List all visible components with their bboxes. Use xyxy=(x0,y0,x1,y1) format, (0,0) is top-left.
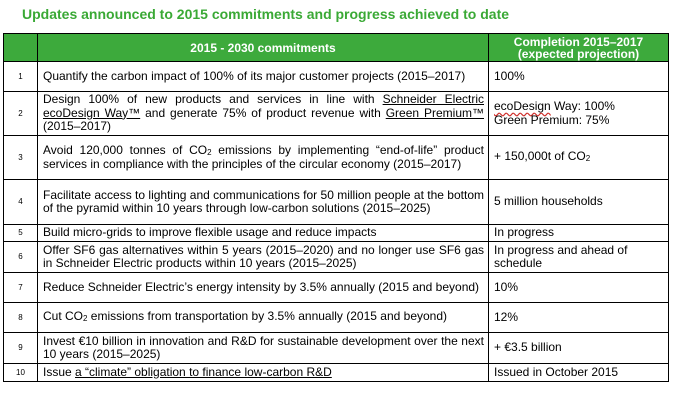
ecodesign-way-link[interactable]: Schneider Electric ecoDesign Way™ xyxy=(43,92,484,120)
table-row: 4 Facilitate access to lighting and comm… xyxy=(3,179,669,225)
table-row: 5 Build micro-grids to improve flexible … xyxy=(3,224,669,242)
row-number: 10 xyxy=(3,363,38,382)
table-row: 1 Quantify the carbon impact of 100% of … xyxy=(3,61,669,92)
commitment-text: Build micro-grids to improve flexible us… xyxy=(37,224,489,242)
commitment-text: Issue a “climate” obligation to finance … xyxy=(37,363,489,382)
header-commitments: 2015 - 2030 commitments xyxy=(37,33,489,62)
completion-text: 12% xyxy=(488,302,669,333)
table-row: 6 Offer SF6 gas alternatives within 5 ye… xyxy=(3,241,669,273)
completion-text: + 150,000t of CO2 xyxy=(488,135,669,180)
completion-text: + €3.5 billion xyxy=(488,332,669,364)
commitment-text: Design 100% of new products and services… xyxy=(37,91,489,136)
table-row: 10 Issue a “climate” obligation to finan… xyxy=(3,363,669,382)
header-completion-line1: Completion 2015–2017 xyxy=(513,34,644,49)
table-row: 7 Reduce Schneider Electric’s energy int… xyxy=(3,272,669,303)
climate-obligation-link[interactable]: a “climate” obligation to finance low-ca… xyxy=(75,364,332,379)
commitment-text: Cut CO2 emissions from transportation by… xyxy=(37,302,489,333)
page-title: Updates announced to 2015 commitments an… xyxy=(22,6,510,22)
header-completion: Completion 2015–2017 (expected projectio… xyxy=(488,33,669,62)
green-premium-link[interactable]: Green Premium™ xyxy=(385,105,484,120)
table-row: 8 Cut CO2 emissions from transportation … xyxy=(3,302,669,333)
header-number xyxy=(3,33,38,62)
completion-text: 10% xyxy=(488,272,669,303)
row-number: 1 xyxy=(3,61,38,92)
commitment-text: Quantify the carbon impact of 100% of it… xyxy=(37,61,489,92)
completion-text: 5 million households xyxy=(488,179,669,225)
completion-text: 100% xyxy=(488,61,669,92)
table-row: 3 Avoid 120,000 tonnes of CO2 emissions … xyxy=(3,135,669,180)
completion-text: In progress and ahead of schedule xyxy=(488,241,669,273)
table-header-row: 2015 - 2030 commitments Completion 2015–… xyxy=(3,33,669,62)
completion-text: ecoDesign Way: 100% Green Premium: 75% xyxy=(488,91,669,136)
completion-text: Issued in October 2015 xyxy=(488,363,669,382)
commitment-text: Reduce Schneider Electric’s energy inten… xyxy=(37,272,489,303)
row-number: 9 xyxy=(3,332,38,364)
header-completion-line2: (expected projection) xyxy=(517,46,640,61)
commitment-text: Offer SF6 gas alternatives within 5 year… xyxy=(37,241,489,273)
row-number: 3 xyxy=(3,135,38,180)
completion-text: In progress xyxy=(488,224,669,242)
row-number: 4 xyxy=(3,179,38,225)
row-number: 2 xyxy=(3,91,38,136)
table-row: 2 Design 100% of new products and servic… xyxy=(3,91,669,136)
row-number: 6 xyxy=(3,241,38,273)
commitment-text: Avoid 120,000 tonnes of CO2 emissions by… xyxy=(37,135,489,180)
row-number: 7 xyxy=(3,272,38,303)
row-number: 5 xyxy=(3,224,38,242)
commitment-text: Facilitate access to lighting and commun… xyxy=(37,179,489,225)
commitment-text: Invest €10 billion in innovation and R&D… xyxy=(37,332,489,364)
commitments-table: 2015 - 2030 commitments Completion 2015–… xyxy=(3,33,669,382)
row-number: 8 xyxy=(3,302,38,333)
table-row: 9 Invest €10 billion in innovation and R… xyxy=(3,332,669,364)
